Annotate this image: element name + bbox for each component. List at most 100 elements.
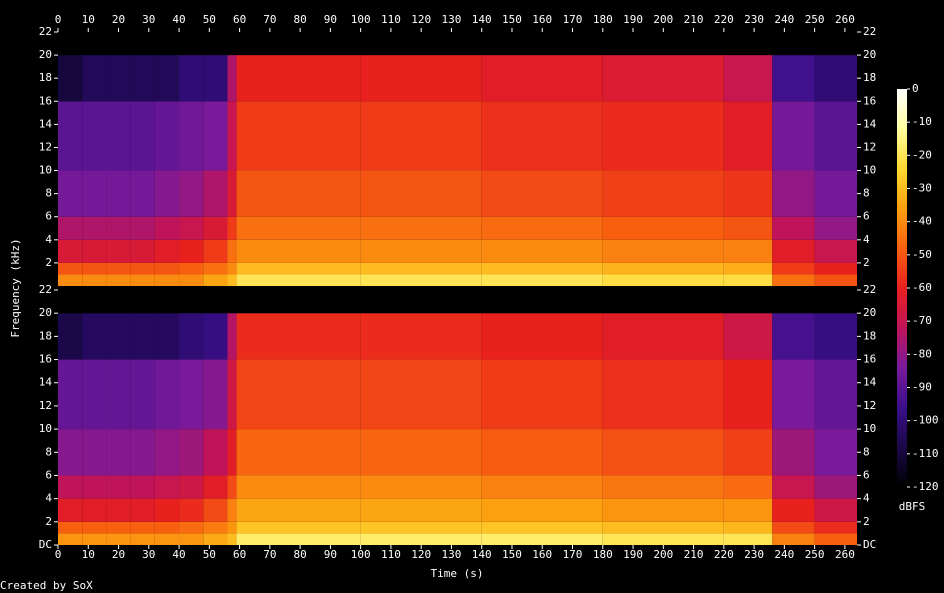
x-tick-label: 10 xyxy=(82,13,95,26)
colorbar-tick-label: -30 xyxy=(912,182,932,195)
x-tick-label: 240 xyxy=(774,548,794,561)
spectrum-cell xyxy=(481,533,603,545)
colorbar-tick-label: -100 xyxy=(912,414,939,427)
spectrum-cell xyxy=(360,32,482,56)
spectrum-cell xyxy=(723,32,773,56)
spectrum-cell xyxy=(82,359,107,430)
spectrum-cell xyxy=(602,359,724,430)
spectrum-cell xyxy=(236,55,361,102)
x-tick-label: 80 xyxy=(293,13,306,26)
spectrum-cell xyxy=(360,262,482,275)
spectrum-cell xyxy=(106,262,131,275)
spectrum-cell xyxy=(130,475,155,499)
y-tick-label: DC xyxy=(39,538,52,551)
x-tick-label: 50 xyxy=(203,13,216,26)
x-tick-label: 170 xyxy=(563,13,583,26)
spectrum-cell xyxy=(227,101,237,171)
colorbar-label: dBFS xyxy=(899,500,926,513)
channel-1 xyxy=(58,290,857,545)
spectrum-cell xyxy=(772,216,815,240)
colorbar-tick-label: -110 xyxy=(912,447,939,460)
spectrum-cell xyxy=(723,313,773,360)
spectrum-cell xyxy=(58,101,83,171)
y-tick-label: 6 xyxy=(863,468,870,481)
spectrum-cell xyxy=(58,521,83,534)
y-tick-label: 6 xyxy=(863,210,870,223)
y-tick-label: DC xyxy=(863,538,876,551)
spectrum-cell xyxy=(179,521,204,534)
spectrum-cell xyxy=(814,274,857,286)
spectrum-cell xyxy=(481,274,603,286)
y-tick-label: 12 xyxy=(39,399,52,412)
spectrum-cell xyxy=(481,313,603,360)
spectrum-cell xyxy=(772,262,815,275)
spectrum-cell xyxy=(814,521,857,534)
spectrum-cell xyxy=(227,533,237,545)
spectrum-cell xyxy=(106,55,131,102)
spectrum-cell xyxy=(106,101,131,171)
y-tick-label: 14 xyxy=(863,376,877,389)
y-tick-label: 18 xyxy=(863,329,876,342)
spectrum-cell xyxy=(203,359,228,430)
spectrum-cell xyxy=(58,216,83,240)
spectrum-cell xyxy=(106,239,131,263)
spectrum-cell xyxy=(130,32,155,56)
y-tick-label: 16 xyxy=(863,353,876,366)
spectrum-cell xyxy=(58,498,83,522)
spectrum-cell xyxy=(723,475,773,499)
spectrum-cell xyxy=(58,262,83,275)
spectrum-cell xyxy=(481,55,603,102)
spectrum-cell xyxy=(772,55,815,102)
x-tick-label: 160 xyxy=(532,13,552,26)
y-tick-label: 6 xyxy=(45,468,52,481)
spectrum-cell xyxy=(481,429,603,476)
x-tick-label: 40 xyxy=(172,548,185,561)
x-tick-label: 50 xyxy=(203,548,216,561)
spectrum-cell xyxy=(772,170,815,217)
spectrum-cell xyxy=(154,498,180,522)
x-tick-label: 260 xyxy=(835,548,855,561)
spectrum-cell xyxy=(106,216,131,240)
y-tick-label: 18 xyxy=(39,71,52,84)
spectrum-cell xyxy=(814,429,857,476)
x-tick-label: 200 xyxy=(653,548,673,561)
spectrum-cell xyxy=(154,359,180,430)
spectrum-cell xyxy=(106,313,131,360)
spectrum-cell xyxy=(481,32,603,56)
spectrum-cell xyxy=(227,239,237,263)
spectrum-cell xyxy=(179,498,204,522)
spectrum-cell xyxy=(772,498,815,522)
spectrum-cell xyxy=(227,290,237,314)
spectrum-cell xyxy=(58,239,83,263)
spectrum-cell xyxy=(772,475,815,499)
spectrum-cell xyxy=(772,533,815,545)
spectrum-cell xyxy=(130,498,155,522)
spectrum-cell xyxy=(82,475,107,499)
spectrum-cell xyxy=(58,170,83,217)
x-tick-label: 220 xyxy=(714,548,734,561)
x-tick-label: 90 xyxy=(324,13,337,26)
spectrum-cell xyxy=(130,101,155,171)
spectrum-cell xyxy=(772,32,815,56)
spectrum-cell xyxy=(203,475,228,499)
colorbar-tick-label: -90 xyxy=(912,381,932,394)
spectrum-cell xyxy=(130,274,155,286)
y-tick-label: 18 xyxy=(863,71,876,84)
spectrum-cell xyxy=(602,533,724,545)
colorbar-tick-label: -20 xyxy=(912,148,932,161)
x-tick-label: 70 xyxy=(263,548,276,561)
spectrum-cell xyxy=(130,533,155,545)
spectrum-cell xyxy=(772,521,815,534)
x-tick-label: 20 xyxy=(112,13,125,26)
x-tick-label: 190 xyxy=(623,548,643,561)
spectrum-cell xyxy=(772,429,815,476)
spectrum-cell xyxy=(58,429,83,476)
x-tick-label: 260 xyxy=(835,13,855,26)
spectrum-cell xyxy=(236,239,361,263)
spectrum-cell xyxy=(203,262,228,275)
spectrum-cell xyxy=(602,290,724,314)
spectrum-cell xyxy=(106,521,131,534)
spectrum-cell xyxy=(602,498,724,522)
x-tick-label: 180 xyxy=(593,13,613,26)
spectrum-cell xyxy=(82,262,107,275)
